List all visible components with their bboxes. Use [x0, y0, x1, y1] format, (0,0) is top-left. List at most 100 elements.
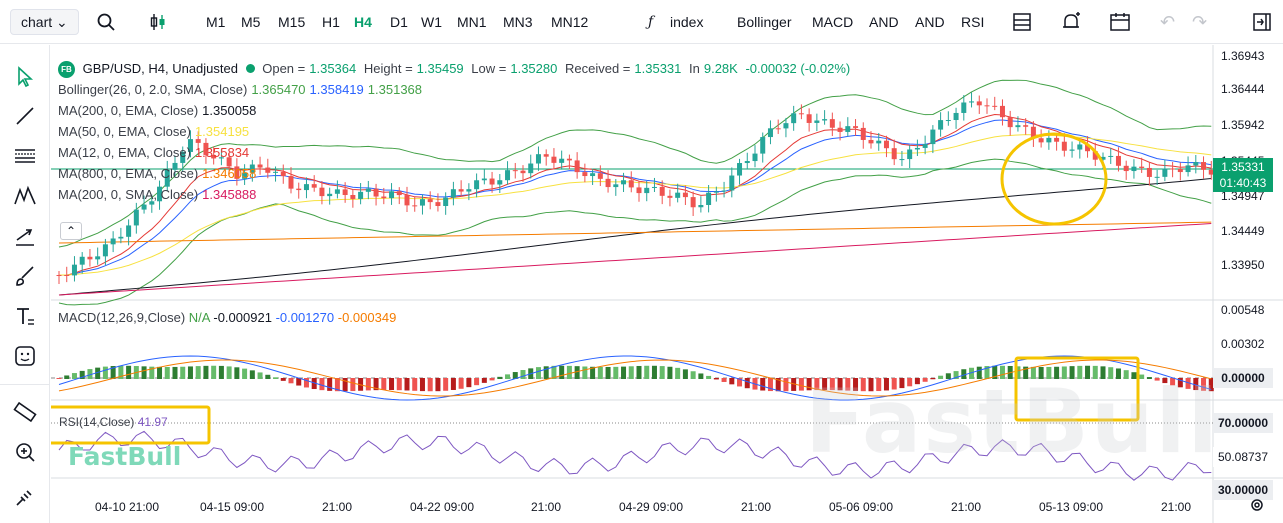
collapse-legend-button[interactable]: ⌃ — [60, 222, 82, 240]
brand-logo: FastBull — [68, 442, 182, 471]
tf-h1[interactable]: H1 — [322, 14, 340, 30]
indicator-row[interactable]: MA(800, 0, EMA, Close) 1.346058 — [58, 163, 854, 184]
macd-bar — [141, 366, 147, 379]
chart-type-select[interactable]: chart ⌄ — [10, 9, 79, 35]
macd-bar — [644, 365, 650, 379]
macd-bar — [690, 371, 696, 379]
indicator-row[interactable]: MA(12, 0, EMA, Close) 1.355834 — [58, 142, 854, 163]
tf-d1[interactable]: D1 — [390, 14, 408, 30]
macd-bar — [1108, 367, 1114, 379]
zoom-in-icon[interactable] — [13, 440, 37, 464]
open-label: Open = — [262, 61, 306, 76]
study-and-2[interactable]: AND — [915, 14, 945, 30]
ma50-ema — [58, 134, 1212, 276]
study-rsi[interactable]: RSI — [961, 14, 985, 30]
candle-body — [489, 178, 495, 185]
text-tool-icon[interactable] — [13, 304, 37, 328]
macd-bar — [1023, 366, 1029, 379]
calendar-icon[interactable] — [1109, 11, 1131, 33]
search-icon[interactable] — [96, 12, 116, 32]
macd-bar — [713, 378, 719, 380]
candle-body — [505, 170, 511, 181]
rsi-label[interactable]: RSI(14,Close) — [59, 415, 135, 429]
candle-body — [79, 256, 85, 265]
trend-line-icon[interactable] — [13, 104, 37, 128]
macd-bar — [365, 378, 371, 391]
study-macd[interactable]: MACD — [812, 14, 854, 30]
macd-bar — [512, 372, 518, 379]
tf-mn1[interactable]: MN1 — [457, 14, 487, 30]
redo-icon[interactable]: ↷ — [1192, 12, 1208, 32]
tf-mn3[interactable]: MN3 — [503, 14, 533, 30]
macd-bar — [1185, 378, 1191, 389]
layout-icon[interactable] — [1012, 12, 1032, 32]
macd-bar — [520, 370, 526, 379]
candle-body — [203, 142, 209, 155]
cursor-icon[interactable] — [13, 65, 37, 89]
arrow-tool-icon[interactable] — [13, 224, 37, 248]
macd-bar — [466, 378, 472, 388]
macd-bar — [373, 378, 379, 391]
candle-body — [1115, 155, 1121, 166]
candle-body — [999, 105, 1005, 118]
indicator-row[interactable]: MA(200, 0, EMA, Close) 1.350058 — [58, 100, 854, 121]
symbol-title[interactable]: GBP/USD, H4, Unadjusted — [82, 61, 238, 76]
candle-body — [644, 187, 650, 194]
open-value: 1.35364 — [309, 61, 357, 76]
candle-body — [883, 140, 889, 149]
horizontal-lines-icon[interactable] — [13, 144, 37, 168]
candle-body — [876, 140, 882, 144]
macd-bar — [899, 378, 905, 389]
indicator-row[interactable]: MA(200, 0, SMA, Close) 1.345888 — [58, 184, 854, 205]
collapse-panel-icon[interactable] — [1252, 12, 1272, 32]
tf-m15[interactable]: M15 — [278, 14, 306, 30]
indicator-row[interactable]: MA(50, 0, EMA, Close) 1.354195 — [58, 121, 854, 142]
macd-bar — [922, 378, 928, 382]
macd-bar — [1061, 366, 1067, 379]
macd-bar — [938, 375, 944, 379]
alert-bell-icon[interactable] — [1060, 11, 1082, 33]
macd-bar — [613, 366, 619, 379]
macd-bar — [458, 378, 464, 389]
pattern-icon[interactable] — [13, 184, 37, 208]
candle-body — [234, 166, 240, 179]
candle-body — [118, 236, 124, 239]
candle-body — [729, 175, 735, 191]
tf-h4[interactable]: H4 — [354, 14, 372, 30]
tf-m5[interactable]: M5 — [241, 14, 261, 30]
macd-bar — [164, 366, 170, 379]
study-and-1[interactable]: AND — [869, 14, 899, 30]
candle-body — [551, 156, 557, 163]
macd-bar — [1092, 365, 1098, 379]
rsi-value: 41.97 — [137, 415, 168, 429]
macd-bar — [621, 366, 627, 379]
candle-body — [102, 244, 108, 257]
candle-body — [667, 195, 673, 198]
candle-body — [520, 170, 526, 174]
study-bollinger[interactable]: Bollinger — [737, 14, 792, 30]
tf-m1[interactable]: M1 — [206, 14, 226, 30]
ruler-icon[interactable] — [13, 400, 37, 424]
brush-icon[interactable] — [13, 264, 37, 288]
macd-legend: MACD(12,26,9,Close) N/A -0.000921 -0.001… — [58, 310, 396, 325]
macd-label[interactable]: MACD(12,26,9,Close) — [58, 310, 186, 325]
candle-body — [466, 189, 472, 192]
settings-gear-icon[interactable] — [1249, 497, 1265, 513]
macd-bar — [1170, 378, 1176, 386]
candle-body — [775, 128, 781, 130]
magnet-icon[interactable] — [13, 485, 37, 509]
indicator-row[interactable]: Bollinger(26, 0, 2.0, SMA, Close) 1.36547… — [58, 79, 854, 100]
macd-line — [58, 355, 1212, 401]
candlestick-icon[interactable] — [148, 12, 168, 32]
tf-w1[interactable]: W1 — [421, 14, 442, 30]
top-toolbar: chart ⌄ M1 M5 M15 H1 H4 D1 W1 MN1 MN3 MN… — [0, 0, 1283, 44]
bollinger-mid — [58, 119, 1212, 276]
candle-body — [938, 120, 944, 130]
candle-body — [853, 126, 859, 128]
tf-mn12[interactable]: MN12 — [551, 14, 589, 30]
chart-legend: FB GBP/USD, H4, Unadjusted Open = 1.35364… — [58, 58, 854, 205]
chart-canvas[interactable]: 1.369431.364441.359421.354451.349471.344… — [51, 45, 1283, 523]
emoji-icon[interactable] — [13, 344, 37, 368]
indicator-button[interactable]: index — [670, 14, 704, 30]
undo-icon[interactable]: ↶ — [1160, 12, 1176, 32]
